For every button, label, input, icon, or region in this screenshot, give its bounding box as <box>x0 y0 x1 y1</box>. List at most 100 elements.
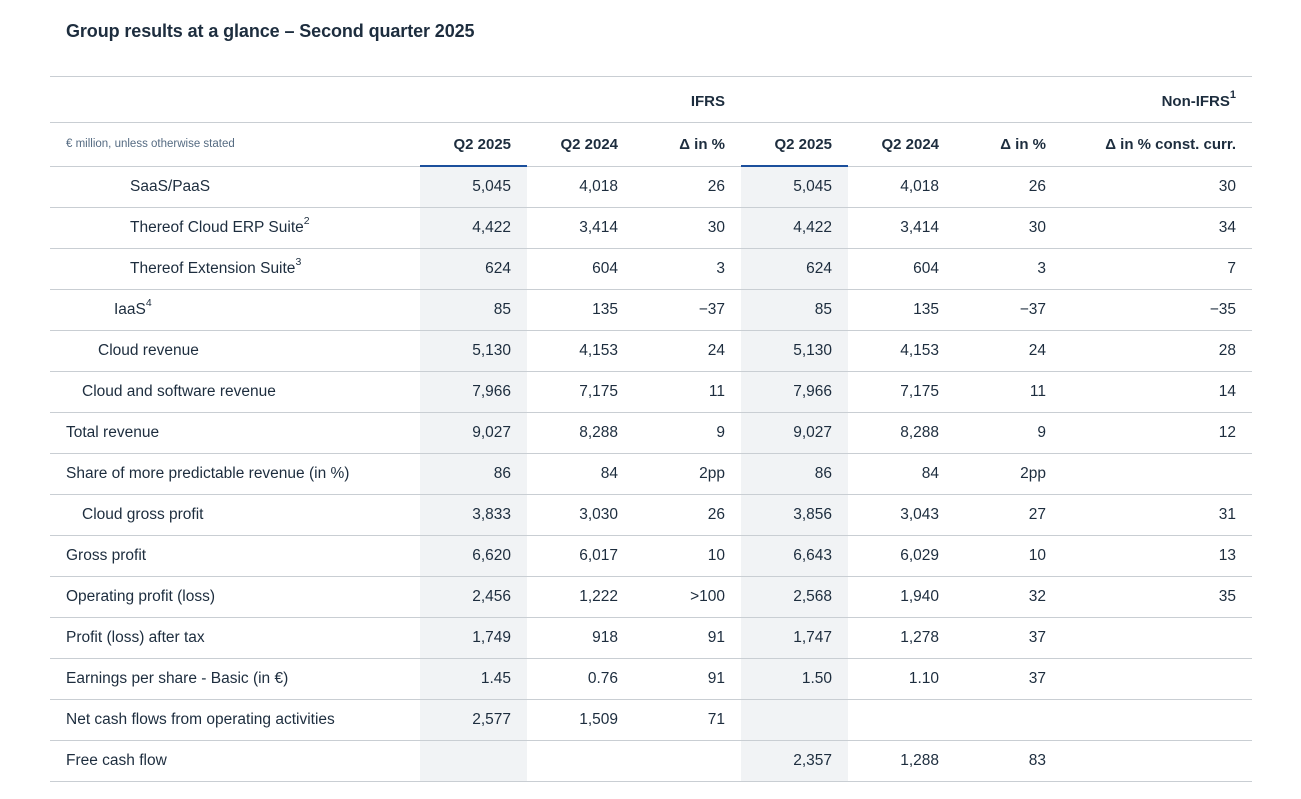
cell-value: 1.50 <box>741 658 849 700</box>
cell-value: 86 <box>420 453 527 495</box>
column-header-non-ifrs-delta: Δ in % <box>955 122 1063 167</box>
cell-value: 10 <box>955 535 1063 577</box>
cell-value: 9 <box>634 412 742 454</box>
row-label-text: Cloud revenue <box>98 342 199 359</box>
cell-value: 5,130 <box>741 330 849 372</box>
row-label: Cloud gross profit <box>50 494 420 536</box>
cell-value <box>1062 740 1253 782</box>
cell-value: 1,509 <box>527 699 634 741</box>
cell-value <box>527 740 634 782</box>
cell-value <box>1062 658 1253 700</box>
cell-value <box>1062 453 1253 495</box>
cell-value: 5,045 <box>741 166 849 208</box>
cell-value: 34 <box>1062 207 1253 249</box>
cell-value: 2,568 <box>741 576 849 618</box>
cell-value: 32 <box>955 576 1063 618</box>
table-row: Cloud gross profit 3,833 3,030 26 3,856 … <box>50 494 1253 536</box>
cell-value: 0.76 <box>527 658 634 700</box>
row-label: Profit (loss) after tax <box>50 617 420 659</box>
row-label: Thereof Cloud ERP Suite2 <box>50 207 420 249</box>
column-header-row: € million, unless otherwise stated Q2 20… <box>50 122 1253 167</box>
cell-value: 624 <box>420 248 527 290</box>
table-row: Thereof Cloud ERP Suite2 4,422 3,414 30 … <box>50 207 1253 249</box>
table-row: Share of more predictable revenue (in %)… <box>50 453 1253 495</box>
cell-value: 1,278 <box>848 617 956 659</box>
cell-value: 3,856 <box>741 494 849 536</box>
cell-value <box>1062 617 1253 659</box>
cell-value: 7,175 <box>527 371 634 413</box>
cell-value: 2pp <box>634 453 742 495</box>
column-header-non-ifrs-q2-2024: Q2 2024 <box>848 122 956 167</box>
row-label-text: IaaS <box>114 301 146 318</box>
cell-value: 30 <box>634 207 742 249</box>
row-label-text: Share of more predictable revenue (in %) <box>66 465 350 482</box>
cell-value <box>955 699 1063 741</box>
cell-value: 3,414 <box>848 207 956 249</box>
table-row: Cloud and software revenue 7,966 7,175 1… <box>50 371 1253 413</box>
cell-value: −37 <box>955 289 1063 331</box>
cell-value: 9,027 <box>420 412 527 454</box>
cell-value: 3 <box>955 248 1063 290</box>
table-row: Cloud revenue 5,130 4,153 24 5,130 4,153… <box>50 330 1253 372</box>
group-header-non-ifrs: Non-IFRS1 <box>741 76 1253 123</box>
cell-value: 1,222 <box>527 576 634 618</box>
row-label-text: Thereof Cloud ERP Suite <box>130 219 304 236</box>
row-label: Net cash flows from operating activities <box>50 699 420 741</box>
cell-value: 26 <box>634 166 742 208</box>
cell-value <box>741 699 849 741</box>
cell-value: 85 <box>420 289 527 331</box>
cell-value: 10 <box>634 535 742 577</box>
cell-value: 14 <box>1062 371 1253 413</box>
row-label: Earnings per share - Basic (in €) <box>50 658 420 700</box>
cell-value: 1,940 <box>848 576 956 618</box>
table-row: Profit (loss) after tax 1,749 918 91 1,7… <box>50 617 1253 659</box>
column-header-non-ifrs-delta-const-curr: Δ in % const. curr. <box>1062 122 1253 167</box>
cell-value: 1.10 <box>848 658 956 700</box>
cell-value: 135 <box>527 289 634 331</box>
cell-value: 4,153 <box>527 330 634 372</box>
table-row: SaaS/PaaS 5,045 4,018 26 5,045 4,018 26 … <box>50 166 1253 208</box>
row-label: Cloud revenue <box>50 330 420 372</box>
cell-value: 84 <box>527 453 634 495</box>
cell-value: 918 <box>527 617 634 659</box>
cell-value: 6,643 <box>741 535 849 577</box>
table-row: Gross profit 6,620 6,017 10 6,643 6,029 … <box>50 535 1253 577</box>
row-label: Thereof Extension Suite3 <box>50 248 420 290</box>
row-label: Gross profit <box>50 535 420 577</box>
cell-value: 31 <box>1062 494 1253 536</box>
cell-value: >100 <box>634 576 742 618</box>
cell-value: 3,030 <box>527 494 634 536</box>
cell-value <box>634 740 742 782</box>
cell-value: 3,043 <box>848 494 956 536</box>
results-table: IFRS Non-IFRS1 € million, unless otherwi… <box>50 76 1253 782</box>
cell-value: 1,288 <box>848 740 956 782</box>
cell-value: 2,357 <box>741 740 849 782</box>
row-label: Free cash flow <box>50 740 420 782</box>
column-header-ifrs-q2-2024: Q2 2024 <box>527 122 634 167</box>
row-label-text: Total revenue <box>66 424 160 441</box>
row-label-text: Cloud and software revenue <box>82 383 276 400</box>
cell-value: 6,029 <box>848 535 956 577</box>
row-label-text: Operating profit (loss) <box>66 588 216 605</box>
cell-value: 135 <box>848 289 956 331</box>
table-body: SaaS/PaaS 5,045 4,018 26 5,045 4,018 26 … <box>50 166 1253 782</box>
cell-value <box>1062 699 1253 741</box>
cell-value: 9 <box>955 412 1063 454</box>
row-label: Operating profit (loss) <box>50 576 420 618</box>
cell-value: 35 <box>1062 576 1253 618</box>
cell-value: 5,130 <box>420 330 527 372</box>
cell-value: 624 <box>741 248 849 290</box>
cell-value: 2,577 <box>420 699 527 741</box>
row-label-text: Thereof Extension Suite <box>130 260 296 277</box>
cell-value: 1.45 <box>420 658 527 700</box>
cell-value: 26 <box>955 166 1063 208</box>
cell-value: 3,833 <box>420 494 527 536</box>
cell-value: 9,027 <box>741 412 849 454</box>
table-row: Operating profit (loss) 2,456 1,222 >100… <box>50 576 1253 618</box>
cell-value: 37 <box>955 617 1063 659</box>
table-row: Free cash flow 2,357 1,288 83 <box>50 740 1253 782</box>
cell-value: 3,414 <box>527 207 634 249</box>
cell-value: 1,747 <box>741 617 849 659</box>
cell-value: 30 <box>1062 166 1253 208</box>
footnote-marker: 1 <box>1229 88 1237 101</box>
